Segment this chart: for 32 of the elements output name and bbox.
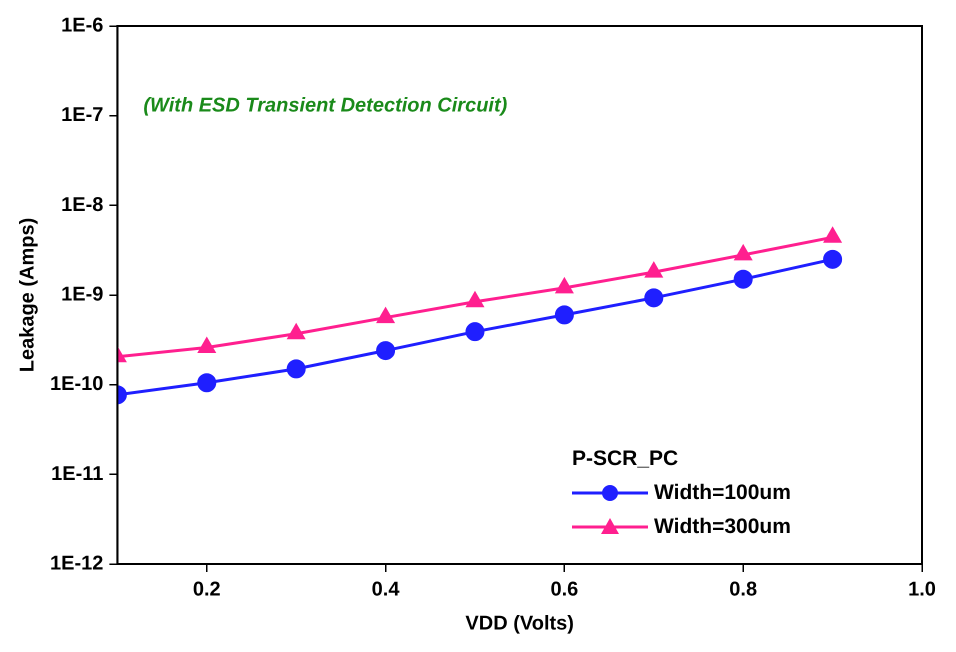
annotation: (With ESD Transient Detection Circuit) bbox=[143, 94, 508, 117]
y-tick-label: 1E-10 bbox=[50, 373, 104, 396]
point bbox=[465, 322, 484, 342]
legend-title: P-SCR_PC bbox=[572, 446, 678, 470]
x-tick-label: 0.4 bbox=[372, 578, 400, 601]
x-tick-label: 0.8 bbox=[729, 578, 758, 601]
point bbox=[286, 359, 306, 378]
y-tick-label: 1E-7 bbox=[61, 104, 104, 126]
legend-label: Width=300um bbox=[654, 514, 791, 538]
point bbox=[554, 305, 574, 324]
point bbox=[824, 228, 842, 243]
x-tick-label: 1.0 bbox=[908, 578, 936, 601]
point bbox=[645, 262, 662, 278]
point bbox=[734, 245, 752, 260]
point bbox=[644, 288, 664, 308]
point bbox=[288, 324, 305, 340]
y-tick-label: 1E-8 bbox=[61, 194, 104, 216]
y-tick-label: 1E-9 bbox=[61, 284, 104, 306]
x-tick-label: 0.2 bbox=[192, 578, 221, 601]
point bbox=[377, 308, 394, 324]
y-axis-title: Leakage (Amps) bbox=[16, 218, 39, 372]
legend-label: Width=100um bbox=[654, 480, 791, 504]
y-tick-label: 1E-6 bbox=[61, 14, 104, 37]
point bbox=[466, 292, 484, 308]
x-tick-label: 0.6 bbox=[550, 578, 578, 601]
y-tick-label: 1E-12 bbox=[50, 552, 104, 575]
x-axis-title: VDD (Volts) bbox=[465, 612, 574, 635]
point bbox=[198, 338, 216, 353]
point bbox=[376, 341, 396, 360]
point bbox=[556, 278, 573, 294]
point bbox=[197, 373, 216, 392]
y-tick-label: 1E-11 bbox=[51, 462, 104, 485]
